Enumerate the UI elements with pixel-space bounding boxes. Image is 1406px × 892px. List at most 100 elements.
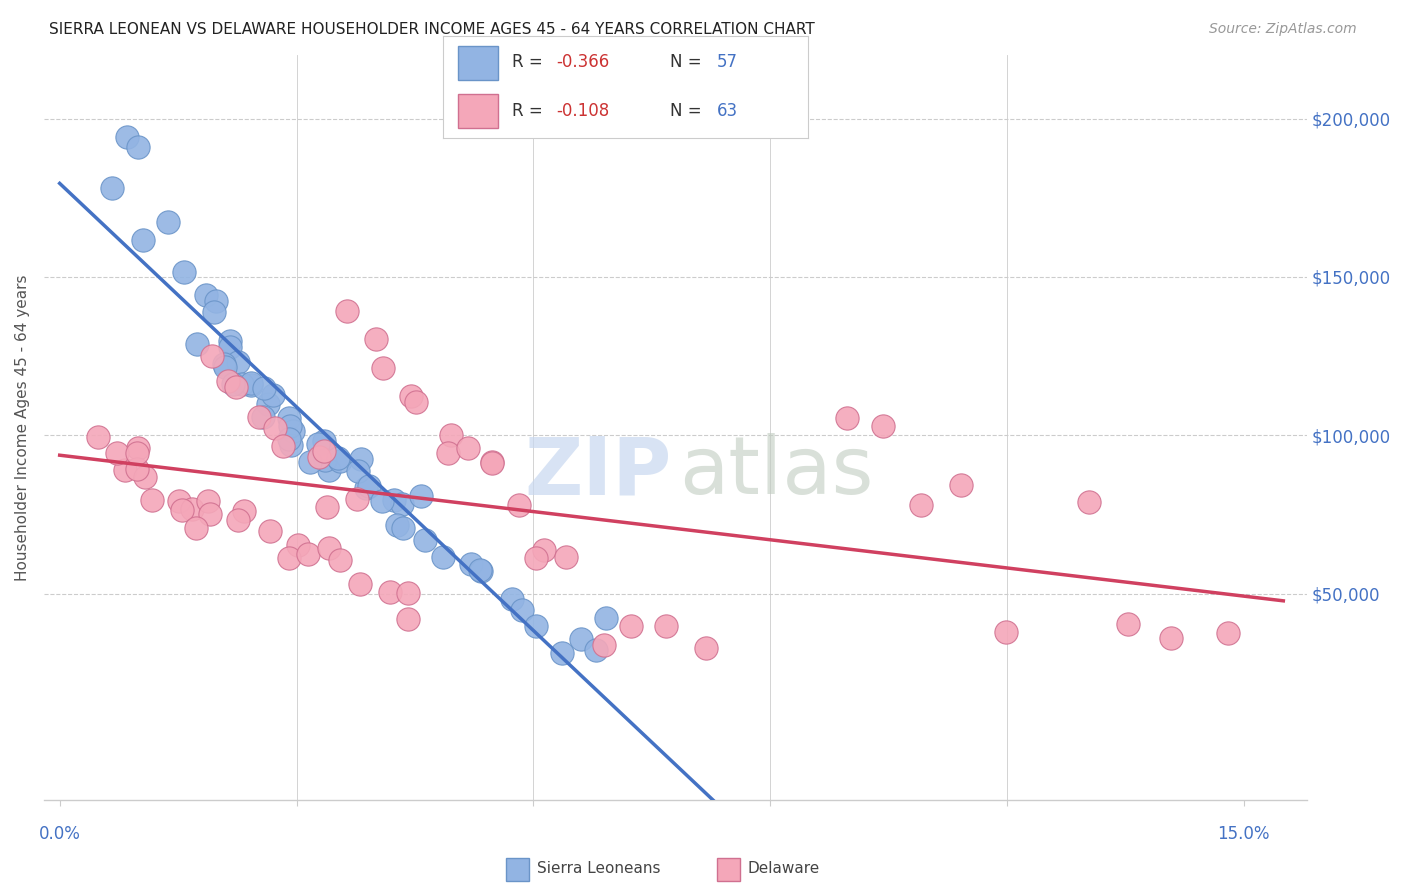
Point [382, 493, 405, 508]
Point [240, 376, 263, 390]
Point [167, 493, 190, 508]
Point [217, 375, 239, 389]
Point [533, 543, 555, 558]
Point [1116, 616, 1139, 631]
Point [278, 418, 301, 433]
Point [357, 479, 380, 493]
Text: 0.0%: 0.0% [39, 825, 80, 843]
Point [470, 564, 492, 578]
FancyBboxPatch shape [457, 46, 498, 79]
Point [995, 625, 1018, 640]
Point [551, 646, 574, 660]
Point [349, 577, 371, 591]
Point [114, 463, 136, 477]
Point [312, 444, 335, 458]
Point [105, 446, 128, 460]
Point [349, 452, 371, 467]
Point [481, 456, 503, 470]
Point [218, 334, 240, 348]
Point [392, 521, 415, 535]
Point [526, 551, 548, 566]
Point [872, 418, 894, 433]
Point [371, 361, 394, 376]
Point [346, 491, 368, 506]
Text: -0.108: -0.108 [557, 102, 609, 120]
Point [457, 441, 479, 455]
Point [298, 455, 321, 469]
Point [240, 377, 263, 392]
Point [202, 304, 225, 318]
Point [524, 619, 547, 633]
Point [278, 411, 301, 425]
Point [247, 410, 270, 425]
Text: 57: 57 [717, 54, 738, 71]
Point [226, 355, 249, 369]
Point [1218, 626, 1240, 640]
Point [468, 563, 491, 577]
Point [1077, 495, 1099, 509]
Text: N =: N = [669, 102, 706, 120]
Point [501, 591, 523, 606]
Point [125, 461, 148, 475]
Text: SIERRA LEONEAN VS DELAWARE HOUSEHOLDER INCOME AGES 45 - 64 YEARS CORRELATION CHA: SIERRA LEONEAN VS DELAWARE HOUSEHOLDER I… [49, 22, 815, 37]
Point [214, 360, 236, 375]
Point [186, 521, 208, 535]
Text: atlas: atlas [679, 434, 873, 511]
Point [378, 585, 401, 599]
Point [391, 497, 413, 511]
Point [252, 409, 274, 424]
Point [371, 494, 394, 508]
Point [398, 612, 420, 626]
Point [141, 492, 163, 507]
Point [440, 428, 463, 442]
Point [910, 498, 932, 512]
Point [508, 498, 530, 512]
Point [262, 388, 284, 402]
Point [329, 553, 352, 567]
Point [318, 541, 340, 555]
Point [195, 287, 218, 301]
Point [396, 586, 419, 600]
Point [277, 550, 299, 565]
Point [115, 130, 138, 145]
Text: Delaware: Delaware [748, 862, 820, 876]
Point [280, 437, 302, 451]
Text: R =: R = [512, 102, 548, 120]
Point [101, 181, 124, 195]
Text: R =: R = [512, 54, 548, 71]
Point [127, 441, 149, 455]
Point [356, 481, 378, 495]
Point [595, 611, 617, 625]
Point [399, 389, 422, 403]
Point [312, 434, 335, 449]
Point [271, 439, 294, 453]
Point [481, 455, 503, 469]
Point [318, 463, 340, 477]
Point [186, 336, 208, 351]
Point [283, 425, 305, 439]
Text: Sierra Leoneans: Sierra Leoneans [537, 862, 661, 876]
Point [620, 619, 643, 633]
Point [297, 547, 319, 561]
Point [157, 215, 180, 229]
Point [134, 470, 156, 484]
Point [837, 410, 859, 425]
Point [222, 376, 245, 391]
Point [173, 265, 195, 279]
Point [125, 446, 148, 460]
Point [655, 618, 678, 632]
Point [257, 397, 280, 411]
Point [233, 504, 256, 518]
Point [225, 380, 247, 394]
Point [405, 395, 427, 409]
Point [512, 603, 534, 617]
Point [695, 641, 717, 656]
Point [200, 507, 222, 521]
Text: Source: ZipAtlas.com: Source: ZipAtlas.com [1209, 22, 1357, 37]
Point [585, 643, 607, 657]
Point [432, 550, 454, 565]
Point [127, 140, 149, 154]
Point [132, 233, 155, 247]
FancyBboxPatch shape [457, 95, 498, 128]
Text: ZIP: ZIP [524, 434, 672, 511]
